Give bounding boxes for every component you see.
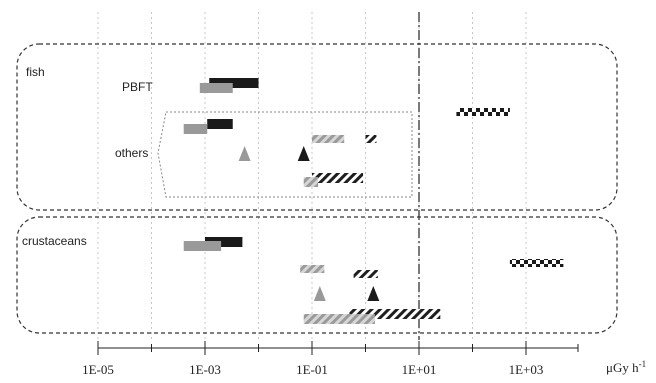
bar-g0-s1-3 — [365, 135, 377, 143]
marker-g1-s0-6 — [367, 286, 380, 301]
bar-g1-s0-8 — [303, 314, 375, 324]
x-tick-label-3: 1E+01 — [402, 362, 437, 377]
bar-g1-s0-4 — [353, 270, 378, 278]
bar-g0-s1-0 — [207, 119, 233, 129]
x-tick-label-0: 1E-05 — [82, 362, 114, 377]
bar-g0-s0-0 — [209, 78, 259, 88]
bar-g1-s0-3 — [300, 265, 325, 273]
subgroup-label-others: others — [115, 146, 148, 160]
bar-g0-s1-1 — [183, 124, 208, 134]
marker-g0-s1-5 — [297, 146, 310, 161]
subgroup-label-pbft: PBFT — [122, 80, 153, 94]
x-tick-label-2: 1E-01 — [296, 362, 328, 377]
bar-g0-s0-1 — [199, 83, 233, 93]
marker-g0-s1-4 — [238, 146, 251, 161]
bar-g1-s0-2 — [509, 259, 564, 267]
bar-g0-s1-6 — [312, 173, 364, 183]
bar-g1-s0-1 — [183, 241, 222, 251]
bar-g1-s0-7 — [349, 309, 441, 319]
x-axis-label: μGy h-1 — [606, 359, 646, 375]
x-tick-label-1: 1E-03 — [189, 362, 221, 377]
bar-g0-s2-0 — [456, 108, 510, 116]
x-axis-ticks: 1E-05 1E-03 1E-01 1E+01 1E+03 — [82, 341, 579, 377]
fish-group-box — [16, 43, 618, 211]
bar-g0-s1-7 — [303, 177, 319, 187]
group-label-crustaceans: crustaceans — [22, 234, 87, 248]
bar-g1-s0-0 — [205, 237, 243, 247]
chart-marks — [183, 78, 564, 324]
others-bracket — [157, 111, 413, 198]
x-tick-label-4: 1E+03 — [509, 362, 544, 377]
crustaceans-group-box — [16, 216, 618, 334]
group-label-fish: fish — [26, 65, 45, 79]
bar-g0-s1-2 — [312, 135, 345, 143]
marker-g1-s0-5 — [313, 286, 326, 301]
